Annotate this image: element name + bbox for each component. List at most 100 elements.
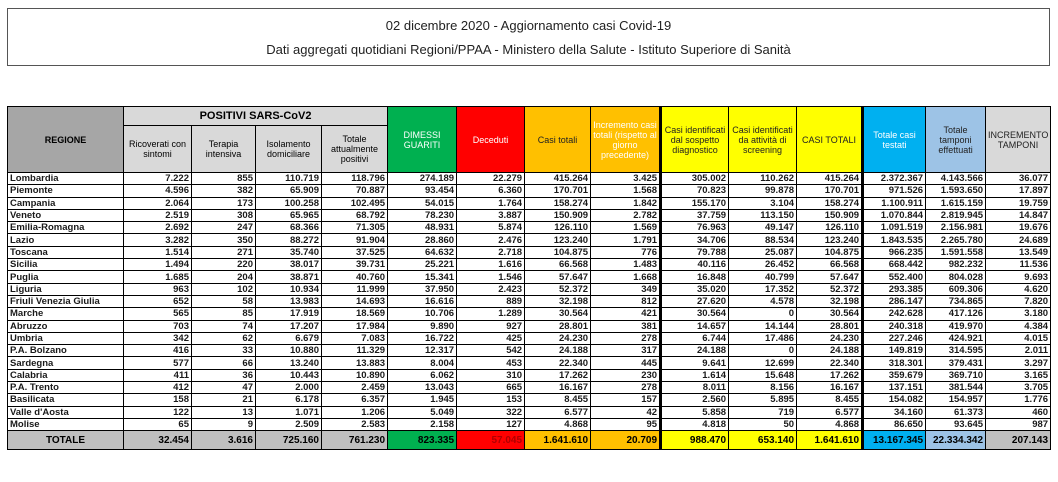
cell-value: 24.188 [524,344,592,358]
cell-value: 40.799 [728,270,798,284]
cell-value: 37.525 [320,245,389,260]
cell-value: 65.965 [255,208,322,223]
cell-value: 66.568 [524,258,592,272]
cell-value: 889 [456,294,526,309]
totale-label: TOTALE [7,430,124,451]
cell-value: 577 [123,356,192,370]
totale-value: 32.454 [123,430,192,451]
cell-value: 668.442 [862,258,927,272]
cell-value: 293.385 [862,282,927,296]
table-row: P.A. Trento 412 47 2.000 2.459 13.043 665 16.16… [7,381,1052,395]
cell-value: 3.104 [728,196,798,210]
cell-value: 158.274 [796,196,865,210]
cell-value: 16.848 [660,270,730,284]
cell-value: 13.240 [255,356,322,370]
cell-value: 3.297 [985,356,1052,370]
cell-value: 4.578 [728,294,798,309]
cell-value: 70.887 [320,184,389,198]
cell-value: 417.126 [925,307,987,321]
cell-value: 14.657 [660,319,730,333]
totale-value: 823.335 [387,430,458,451]
cell-value: 24.188 [660,344,730,358]
cell-value: 12.699 [728,356,798,370]
cell-value: 2.011 [985,344,1052,358]
cell-value: 100.258 [255,196,322,210]
cell-value: 40.760 [320,270,389,284]
cell-value: 18.569 [320,307,389,321]
cell-value: 2.718 [456,245,526,260]
cell-value: 13.043 [387,381,458,395]
region-name: Sicilia [7,258,124,272]
cell-value: 411 [123,368,192,383]
cell-value: 3.165 [985,368,1052,383]
cell-value: 32.198 [796,294,865,309]
report-subtitle: Dati aggregati quotidiani Regioni/PPAA -… [266,42,791,57]
cell-value: 52.372 [524,282,592,296]
cell-value: 102 [191,282,256,296]
cell-value: 971.526 [862,184,927,198]
cell-value: 8.004 [387,356,458,370]
cell-value: 1.289 [456,307,526,321]
cell-value: 425 [456,331,526,346]
cell-value: 38.871 [255,270,322,284]
cell-value: 16.167 [796,381,865,395]
table-row: Sicilia 1.494 220 38.017 39.731 25.221 1.616 66… [7,258,1052,272]
cell-value: 317 [590,344,663,358]
cell-value: 22.340 [796,356,865,370]
cell-value: 47 [191,381,256,395]
cell-value: 2.459 [320,381,389,395]
cell-value: 278 [590,331,663,346]
cell-value: 734.865 [925,294,987,309]
cell-value: 17.262 [796,368,865,383]
cell-value: 453 [456,356,526,370]
cell-value: 154.957 [925,393,987,407]
cell-value: 381 [590,319,663,333]
cell-value: 9.641 [660,356,730,370]
header-col-0: Ricoverati con sintomi [123,125,192,173]
cell-value: 71.305 [320,221,389,235]
cell-value: 609.306 [925,282,987,296]
cell-value: 110.719 [255,171,322,186]
cell-value: 14.693 [320,294,389,309]
cell-value: 66 [191,356,256,370]
cell-value: 14.847 [985,208,1052,223]
cell-value: 157 [590,393,663,407]
cell-value: 158.274 [524,196,592,210]
header-col-13: INCREMENTO TAMPONI [985,106,1052,173]
cell-value: 64.632 [387,245,458,260]
cell-value: 42 [590,405,663,419]
cell-value: 76.963 [660,221,730,235]
table-row: Lombardia 7.222 855 110.719 118.796 274.189 22… [7,171,1052,186]
cell-value: 2.158 [387,417,458,432]
cell-value: 242.628 [862,307,927,321]
cell-value: 240.318 [862,319,927,333]
table-row: Marche 565 85 17.919 18.569 10.706 1.289 30.564… [7,307,1052,321]
cell-value: 74 [191,319,256,333]
table-row: Puglia 1.685 204 38.871 40.760 15.341 1.546 57.… [7,270,1052,284]
cell-value: 173 [191,196,256,210]
cell-value: 2.560 [660,393,730,407]
cell-value: 369.710 [925,368,987,383]
cell-value: 1.616 [456,258,526,272]
cell-value: 24.230 [796,331,865,346]
totale-value: 988.470 [660,430,730,451]
cell-value: 30.564 [796,307,865,321]
cell-value: 11.536 [985,258,1052,272]
cell-value: 1.206 [320,405,389,419]
region-name: Veneto [7,208,124,223]
cell-value: 8.455 [524,393,592,407]
cell-value: 11.999 [320,282,389,296]
cell-value: 7.820 [985,294,1052,309]
header-col-9: Casi identificati da attività di screeni… [728,106,798,173]
cell-value: 963 [123,282,192,296]
totale-value: 1.641.610 [524,430,592,451]
cell-value: 776 [590,245,663,260]
totale-value: 725.160 [255,430,322,451]
cell-value: 1.483 [590,258,663,272]
cell-value: 6.577 [524,405,592,419]
header-col-11: Totale casi testati [862,106,927,173]
cell-value: 419.970 [925,319,987,333]
cell-value: 122 [123,405,192,419]
report-title: 02 dicembre 2020 - Aggiornamento casi Co… [385,18,672,33]
cell-value: 4.868 [796,417,865,432]
